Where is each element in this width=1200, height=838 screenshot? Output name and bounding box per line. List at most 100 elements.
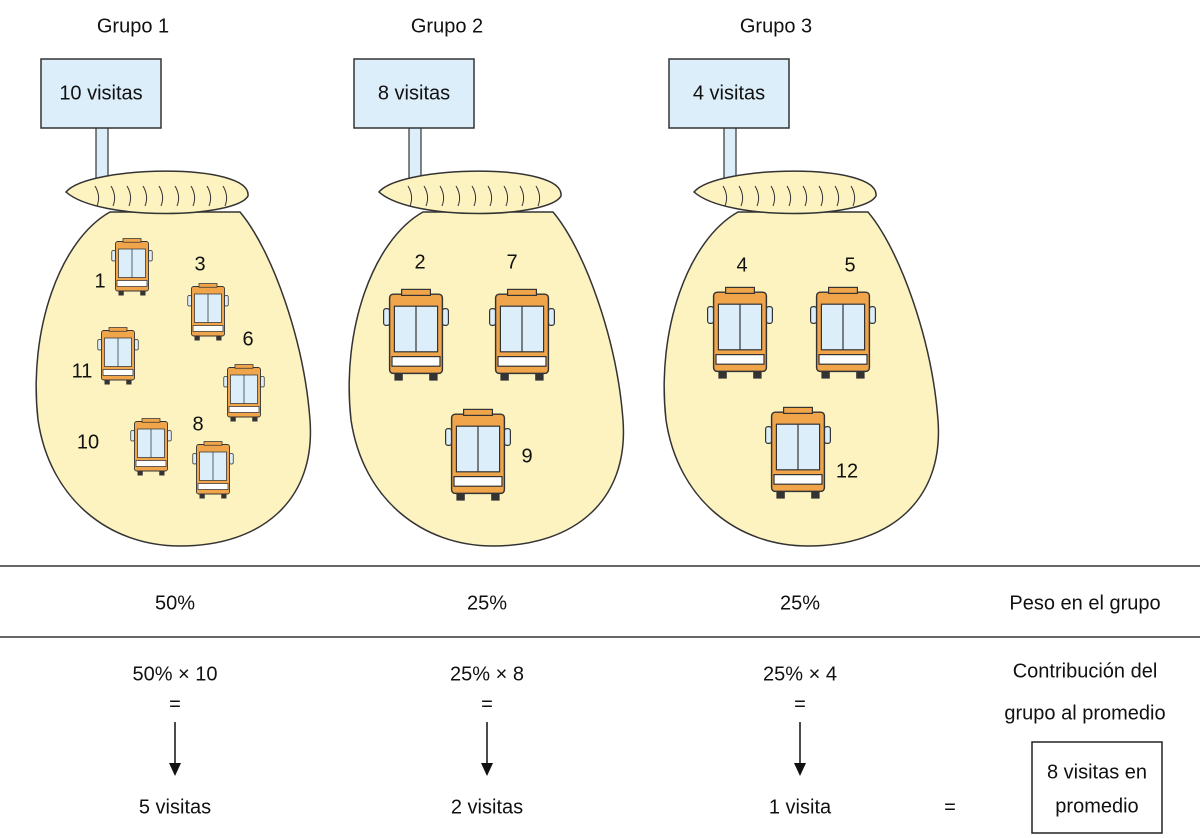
bus-mirror: [446, 429, 452, 446]
row-label: grupo al promedio: [1004, 702, 1165, 724]
bus: [446, 409, 511, 500]
bus: [188, 284, 229, 341]
total-equals: =: [944, 796, 956, 818]
bus-number: 5: [844, 254, 855, 276]
sack-neck: [379, 171, 561, 213]
bus-number: 8: [192, 413, 203, 435]
group-title: Grupo 2: [411, 15, 483, 37]
weight: 25%: [467, 592, 507, 614]
bus: [708, 287, 773, 378]
bus-mirror: [188, 296, 192, 307]
formula: 25% × 4: [763, 663, 837, 685]
bus-number: 6: [242, 328, 253, 350]
equals: =: [794, 693, 806, 715]
total-box: [1032, 742, 1162, 833]
bus-bumper: [454, 477, 502, 487]
bus-bumper: [774, 475, 822, 485]
bus: [766, 407, 831, 498]
bus-bumper: [103, 370, 133, 376]
bus: [98, 328, 139, 385]
bus-roof: [784, 407, 813, 413]
bus: [112, 239, 153, 296]
bus-roof: [199, 284, 217, 288]
diagram: Grupo 1 10 visitas 1 3 11 6 10 8 50% 50% × 10 = 5 v…: [0, 0, 1200, 838]
bus: [490, 289, 555, 380]
group-title: Grupo 1: [97, 15, 169, 37]
sack-neck: [66, 171, 248, 213]
bus-number: 11: [72, 360, 93, 382]
bus-bumper: [198, 484, 228, 490]
bus-number: 3: [194, 253, 205, 275]
sign-label: 10 visitas: [59, 82, 142, 104]
bus-roof: [109, 328, 127, 332]
weight: 25%: [780, 592, 820, 614]
sign-label: 4 visitas: [693, 82, 765, 104]
sack: [664, 212, 938, 546]
bus-bumper: [392, 357, 440, 367]
bus-mirror: [766, 427, 772, 444]
weight: 50%: [155, 592, 195, 614]
bus-number: 2: [414, 251, 425, 273]
formula: 25% × 8: [450, 663, 524, 685]
bus-mirror: [384, 309, 390, 326]
bus-bumper: [193, 326, 223, 332]
bus: [224, 365, 265, 422]
bus-bumper: [498, 357, 546, 367]
bus-roof: [204, 442, 222, 446]
arrow-head: [794, 763, 806, 776]
bus-number: 1: [94, 270, 105, 292]
bus-roof: [402, 289, 431, 295]
bus-mirror: [98, 340, 102, 351]
equals: =: [169, 693, 181, 715]
bus-mirror: [131, 431, 135, 442]
bus-roof: [829, 287, 858, 293]
bus: [193, 442, 234, 499]
bus-bumper: [136, 461, 166, 467]
bus-mirror: [193, 454, 197, 465]
bus-mirror: [149, 251, 153, 262]
row-label: Peso en el grupo: [1009, 592, 1160, 614]
result: 1 visita: [769, 796, 832, 818]
arrow-head: [169, 763, 181, 776]
total-text: promedio: [1055, 795, 1138, 817]
bus-number: 9: [521, 445, 532, 467]
bus-mirror: [135, 340, 139, 351]
bus-number: 12: [836, 460, 858, 482]
bus-mirror: [766, 307, 772, 324]
bus-mirror: [261, 377, 265, 388]
bus: [811, 287, 876, 378]
total-text: 8 visitas en: [1047, 761, 1147, 783]
bus-bumper: [117, 281, 147, 287]
bus-mirror: [225, 296, 229, 307]
bus-mirror: [824, 427, 830, 444]
result: 5 visitas: [139, 796, 211, 818]
bus-mirror: [504, 429, 510, 446]
bus-mirror: [224, 377, 228, 388]
formula: 50% × 10: [132, 663, 217, 685]
bus-mirror: [112, 251, 116, 262]
bus-mirror: [442, 309, 448, 326]
bus: [131, 419, 172, 476]
bus-mirror: [230, 454, 234, 465]
bus-mirror: [168, 431, 172, 442]
bus-mirror: [869, 307, 875, 324]
bus-roof: [508, 289, 537, 295]
bus-mirror: [708, 307, 714, 324]
bus-number: 7: [506, 251, 517, 273]
bus-roof: [142, 419, 160, 423]
bus-number: 10: [77, 431, 99, 453]
bus-roof: [464, 409, 493, 415]
sack-neck: [694, 171, 876, 213]
bus-roof: [235, 365, 253, 369]
sign-label: 8 visitas: [378, 82, 450, 104]
bus-roof: [726, 287, 755, 293]
bus-roof: [123, 239, 141, 243]
bus-mirror: [811, 307, 817, 324]
arrow-head: [481, 763, 493, 776]
bus-bumper: [716, 355, 764, 365]
group-title: Grupo 3: [740, 15, 812, 37]
equals: =: [481, 693, 493, 715]
bus-bumper: [229, 407, 259, 413]
bus: [384, 289, 449, 380]
result: 2 visitas: [451, 796, 523, 818]
